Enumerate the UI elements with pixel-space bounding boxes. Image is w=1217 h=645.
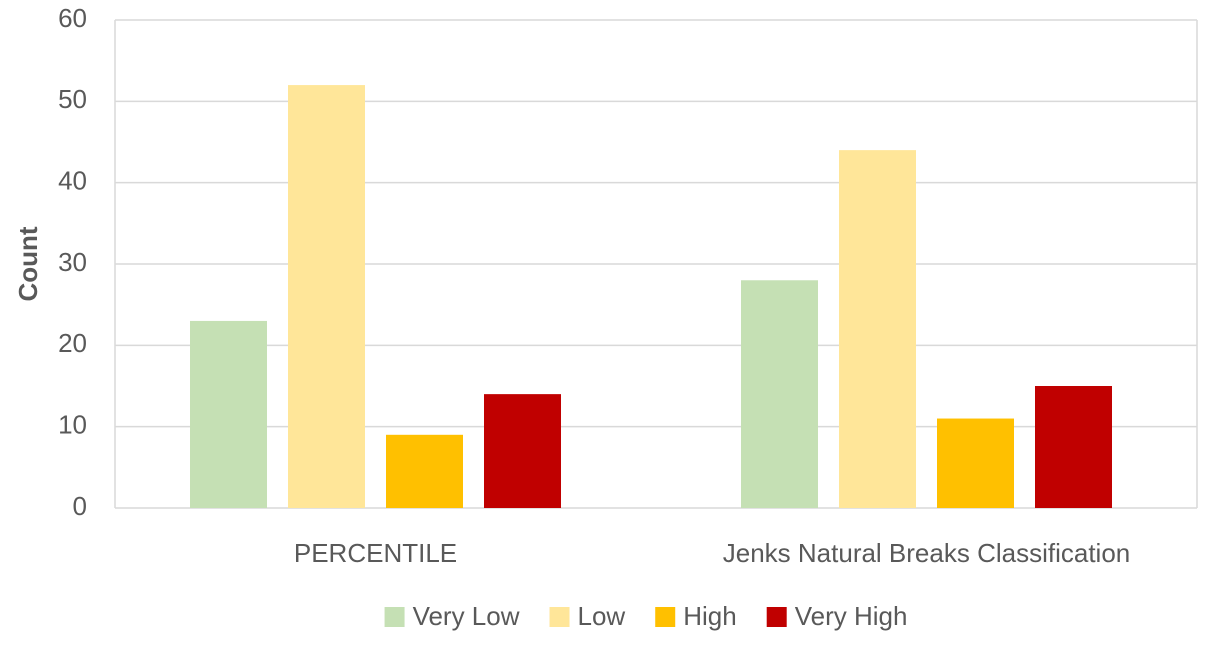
- legend-label: High: [683, 601, 736, 631]
- y-tick-label: 40: [58, 166, 87, 196]
- y-tick-label: 60: [58, 3, 87, 33]
- bar: [839, 150, 916, 508]
- legend-swatch: [549, 607, 570, 627]
- y-tick-label: 10: [58, 410, 87, 440]
- bar: [937, 418, 1014, 508]
- y-axis-label: Count: [13, 226, 43, 301]
- y-tick-label: 0: [73, 491, 87, 521]
- y-tick-label: 20: [58, 328, 87, 358]
- legend-label: Low: [578, 601, 626, 631]
- legend-label: Very High: [795, 601, 908, 631]
- bar: [386, 434, 463, 508]
- bar: [190, 320, 267, 508]
- y-tick-label: 30: [58, 247, 87, 277]
- y-tick-label: 50: [58, 84, 87, 114]
- bar: [1035, 386, 1112, 508]
- bar: [741, 280, 818, 508]
- bar: [484, 394, 561, 508]
- legend-swatch: [766, 607, 787, 627]
- x-tick-label: PERCENTILE: [294, 538, 457, 568]
- legend-label: Very Low: [413, 601, 520, 631]
- legend-swatch: [655, 607, 676, 627]
- x-tick-label: Jenks Natural Breaks Classification: [723, 538, 1131, 568]
- bar: [288, 85, 365, 509]
- legend-swatch: [384, 607, 405, 627]
